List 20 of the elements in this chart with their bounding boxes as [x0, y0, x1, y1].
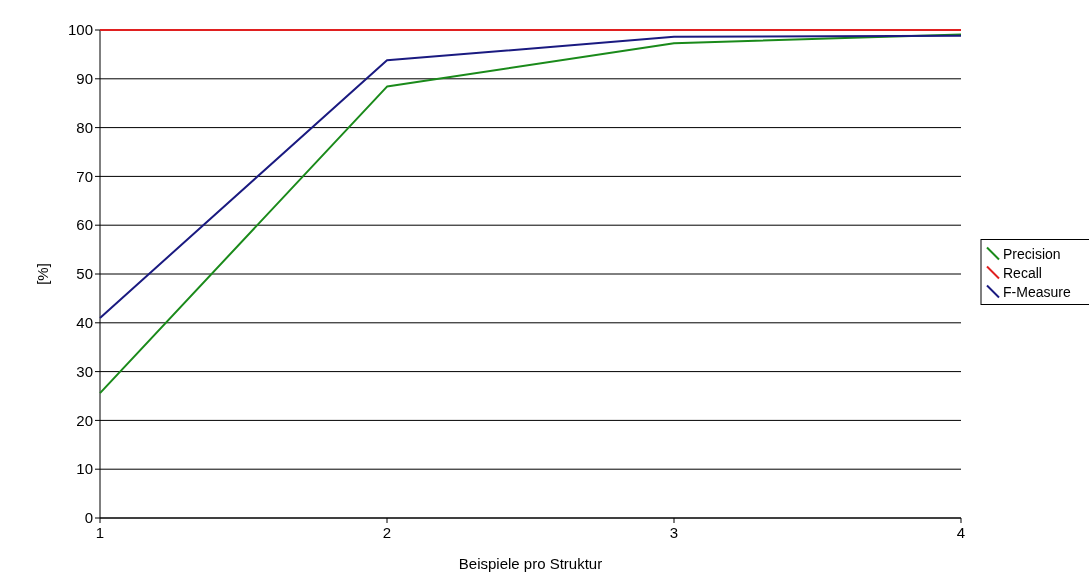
y-tick-label: 0 [84, 509, 93, 527]
y-tick-label: 10 [76, 460, 93, 478]
y-tick-label: 20 [76, 411, 93, 429]
y-tick-label: 70 [76, 167, 93, 185]
x-tick-label: 3 [669, 524, 679, 541]
legend-label: Precision [1003, 245, 1061, 262]
y-tick-label: 30 [76, 362, 93, 380]
legend-label: F-Measure [1003, 283, 1071, 300]
y-tick-label: 100 [67, 21, 93, 39]
x-tick-label: 2 [382, 524, 392, 541]
x-tick-label: 4 [956, 524, 966, 541]
y-tick-label: 60 [76, 216, 93, 234]
y-tick-label: 80 [76, 118, 93, 136]
y-tick-label: 50 [76, 265, 93, 283]
y-tick-label: 90 [76, 70, 93, 88]
x-axis-title: Beispiele pro Struktur [458, 555, 603, 572]
legend-label: Recall [1003, 264, 1042, 281]
x-tick-label: 1 [95, 524, 105, 541]
y-tick-label: 40 [76, 314, 93, 332]
y-axis-title: [%] [34, 263, 51, 285]
